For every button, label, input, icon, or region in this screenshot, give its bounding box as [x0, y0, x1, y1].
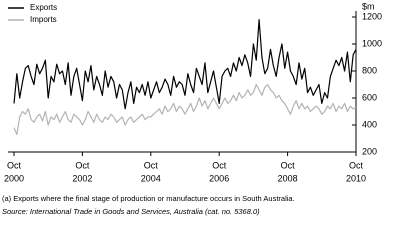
- x-tick-label: 2008: [278, 173, 298, 183]
- x-tick-label: Oct: [349, 160, 364, 170]
- y-tick-label: 600: [362, 92, 377, 102]
- x-tick-label: 2004: [141, 173, 161, 183]
- x-tick-label: 2006: [209, 173, 229, 183]
- source: Source: International Trade in Goods and…: [2, 207, 260, 216]
- chart: $m (a) Exports where the final stage of …: [2, 1, 382, 216]
- y-tick-label: 800: [362, 65, 377, 75]
- x-tick-label: 2000: [4, 173, 24, 183]
- y-tick-label: 400: [362, 119, 377, 129]
- footnote: (a) Exports where the final stage of pro…: [2, 194, 295, 203]
- series-line: [13, 83, 357, 136]
- x-tick-label: 2010: [346, 173, 366, 183]
- x-tick-label: Oct: [144, 160, 159, 170]
- y-tick-label: 1200: [362, 11, 382, 21]
- y-tick-label: 200: [362, 146, 377, 156]
- x-tick-label: Oct: [75, 160, 90, 170]
- x-tick-label: 2002: [72, 173, 92, 183]
- y-tick-label: 1000: [362, 38, 382, 48]
- x-tick-label: Oct: [281, 160, 296, 170]
- legend-label: Exports: [30, 3, 57, 12]
- legend-label: Imports: [30, 15, 57, 24]
- x-tick-label: Oct: [7, 160, 22, 170]
- x-tick-label: Oct: [212, 160, 227, 170]
- series-line: [13, 19, 357, 110]
- y-unit: $m: [362, 1, 375, 11]
